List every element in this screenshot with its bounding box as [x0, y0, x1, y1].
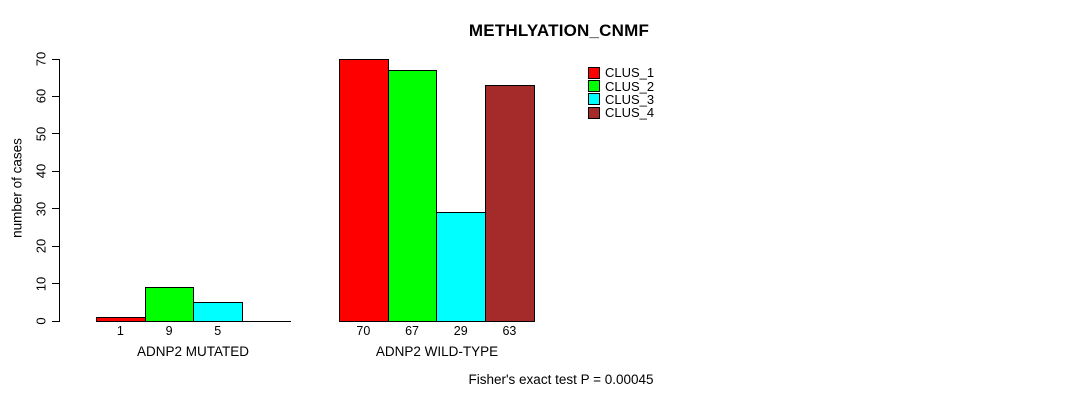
legend-item: CLUS_1	[588, 66, 654, 79]
bar-clus_4	[485, 85, 535, 322]
bar-value-label: 29	[453, 324, 468, 338]
y-axis-line	[59, 59, 60, 322]
bar-value-label: 70	[356, 324, 371, 338]
y-tick	[52, 283, 59, 285]
y-tick-label: 20	[33, 238, 49, 254]
y-tick-label: 0	[33, 317, 49, 325]
y-tick	[52, 95, 59, 97]
y-tick-label: 40	[33, 164, 49, 179]
x-group-label-mutated: ADNP2 MUTATED	[136, 344, 250, 359]
legend-item: CLUS_2	[588, 78, 655, 94]
x-group-label-wildtype: ADNP2 WILD-TYPE	[375, 344, 499, 359]
y-tick	[52, 170, 59, 172]
y-tick-label: 50	[33, 126, 49, 142]
bar-clus_1	[339, 59, 389, 322]
bar-value-label: 63	[502, 324, 517, 338]
bar-clus_2	[144, 287, 195, 322]
y-tick	[52, 208, 59, 210]
legend-swatch-clus_1	[588, 66, 600, 79]
bar-clus_3	[193, 302, 244, 322]
bar-value-label: 1	[116, 324, 124, 338]
legend-item: CLUS_4	[588, 106, 654, 119]
y-tick	[52, 245, 59, 247]
y-tick-label: 60	[33, 89, 49, 104]
legend: CLUS_1 CLUS_2 CLUS_3 CLUS_4	[588, 66, 654, 120]
y-tick-label: 70	[33, 51, 49, 67]
bar-clus_2	[387, 70, 438, 322]
bar-clus_1	[96, 317, 146, 322]
bar-value-label: 9	[165, 324, 173, 338]
legend-item-label: CLUS_2	[605, 78, 655, 94]
legend-swatch-clus_4	[588, 106, 600, 119]
legend-item-label: CLUS_4	[605, 105, 655, 121]
legend-item: CLUS_3	[588, 93, 654, 106]
legend-item-label: CLUS_1	[605, 65, 655, 81]
chart-title: METHLYATION_CNMF	[468, 21, 650, 40]
y-tick	[52, 133, 59, 135]
y-tick-label: 30	[33, 201, 49, 216]
annotation-fisher-test: Fisher's exact test P = 0.00045	[468, 372, 654, 387]
legend-swatch-clus_3	[588, 93, 600, 106]
bar-value-label: 5	[214, 324, 222, 338]
y-tick	[52, 320, 59, 322]
bar-value-label: 67	[405, 324, 419, 338]
y-tick	[52, 58, 59, 60]
y-tick-label: 10	[33, 276, 49, 291]
bar-clus_3	[436, 212, 487, 322]
legend-item-label: CLUS_3	[605, 91, 655, 107]
legend-swatch-clus_2	[588, 80, 600, 93]
